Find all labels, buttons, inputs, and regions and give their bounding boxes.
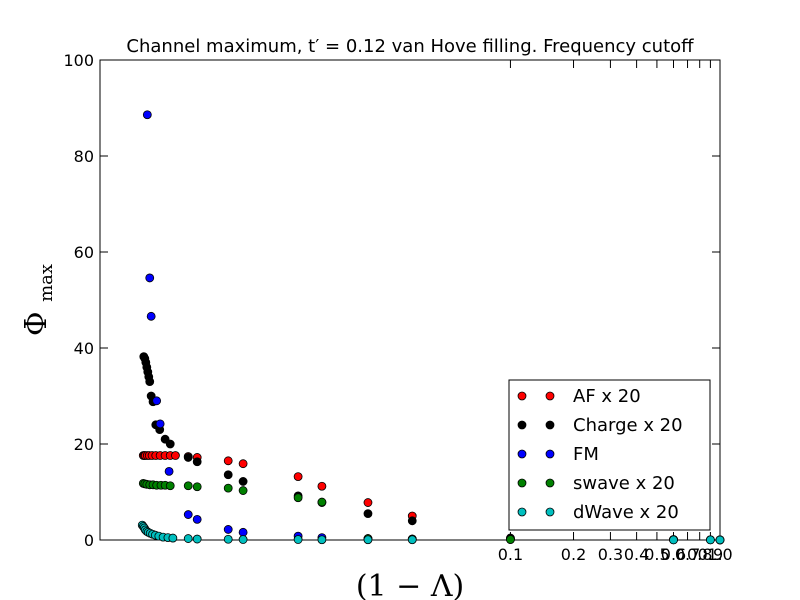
x-tick-label: 0.9 (698, 545, 723, 564)
data-point (238, 459, 248, 469)
data-point (192, 514, 202, 524)
data-point (407, 535, 417, 545)
y-tick-label: 0 (84, 531, 94, 550)
data-point (192, 482, 202, 492)
legend-marker (517, 391, 527, 401)
data-point (165, 481, 175, 491)
y-tick-label: 80 (74, 147, 94, 166)
data-point (715, 535, 725, 545)
data-point (223, 456, 233, 466)
data-point (183, 453, 193, 462)
x-tick-label: 0.1 (498, 545, 523, 564)
data-point (155, 419, 165, 429)
data-point (293, 535, 303, 544)
legend-marker (517, 478, 527, 488)
y-axis-ticks: 0 20 40 60 80 100 (63, 51, 720, 550)
data-point (223, 483, 233, 493)
data-point (706, 535, 715, 545)
data-point (407, 516, 417, 526)
y-axis-label: Φ max (19, 264, 57, 336)
x-axis-label: (1 − Λ) (356, 569, 464, 600)
x-tick-label: 0.5 (644, 545, 669, 564)
data-point (238, 477, 248, 486)
legend-marker (517, 449, 527, 459)
y-tick-label: 100 (63, 51, 94, 70)
x-tick-label: 0.4 (624, 545, 649, 564)
legend-label: dWave x 20 (573, 502, 679, 523)
data-point (506, 535, 515, 544)
legend-label: swave x 20 (573, 473, 675, 494)
data-point (223, 470, 233, 480)
legend-marker (517, 507, 527, 517)
legend-marker (545, 449, 555, 459)
legend-marker (517, 420, 527, 430)
x-tick-label: 0.6 (661, 545, 686, 564)
y-tick-label: 20 (74, 435, 94, 454)
data-point (183, 534, 193, 543)
data-point (223, 534, 233, 544)
data-point (238, 486, 248, 495)
data-point (317, 497, 327, 507)
data-point (146, 311, 156, 321)
legend: AF x 20 Charge x 20 FM swave x 20 dWave x 20 (508, 379, 711, 531)
legend-box (508, 379, 711, 531)
data-point (293, 493, 303, 503)
data-point (171, 451, 180, 460)
data-point (192, 534, 202, 544)
x-tick-label: 0.8 (687, 545, 712, 564)
x-tick-label: 0.2 (561, 545, 586, 564)
legend-marker (545, 507, 555, 517)
data-point (164, 466, 174, 476)
data-point (165, 439, 175, 449)
chart-title: Channel maximum, t′ = 0.12 van Hove fill… (126, 36, 694, 57)
data-point (168, 533, 178, 543)
legend-label: FM (573, 444, 599, 465)
x-tick-label: 0.3 (598, 545, 623, 564)
data-point (183, 481, 193, 491)
data-point (152, 396, 162, 406)
data-point (142, 110, 152, 120)
data-point (145, 273, 155, 283)
y-tick-label: 40 (74, 339, 94, 358)
x-tick-label: 0.7 (675, 545, 700, 564)
legend-label: AF x 20 (573, 386, 641, 407)
data-point (363, 498, 373, 507)
legend-marker (545, 391, 555, 401)
y-axis-label-sub: max (36, 264, 57, 302)
data-point (238, 535, 248, 544)
y-axis-label-main: Φ (19, 311, 54, 336)
legend-marker (545, 478, 555, 488)
data-point (317, 481, 327, 491)
data-point (669, 535, 678, 545)
svg-text:Φ max: Φ max (19, 264, 57, 336)
y-tick-label: 60 (74, 243, 94, 262)
data-point (192, 457, 202, 467)
data-point (223, 525, 233, 534)
data-points (137, 110, 725, 545)
data-point (183, 510, 193, 519)
data-point (145, 377, 155, 387)
data-point (317, 535, 327, 545)
x-tick-label: 1.0 (707, 545, 732, 564)
data-point (363, 509, 373, 518)
data-point (363, 535, 373, 545)
data-point (238, 527, 248, 537)
data-point (293, 472, 303, 482)
legend-marker (545, 420, 555, 430)
legend-label: Charge x 20 (573, 415, 683, 436)
